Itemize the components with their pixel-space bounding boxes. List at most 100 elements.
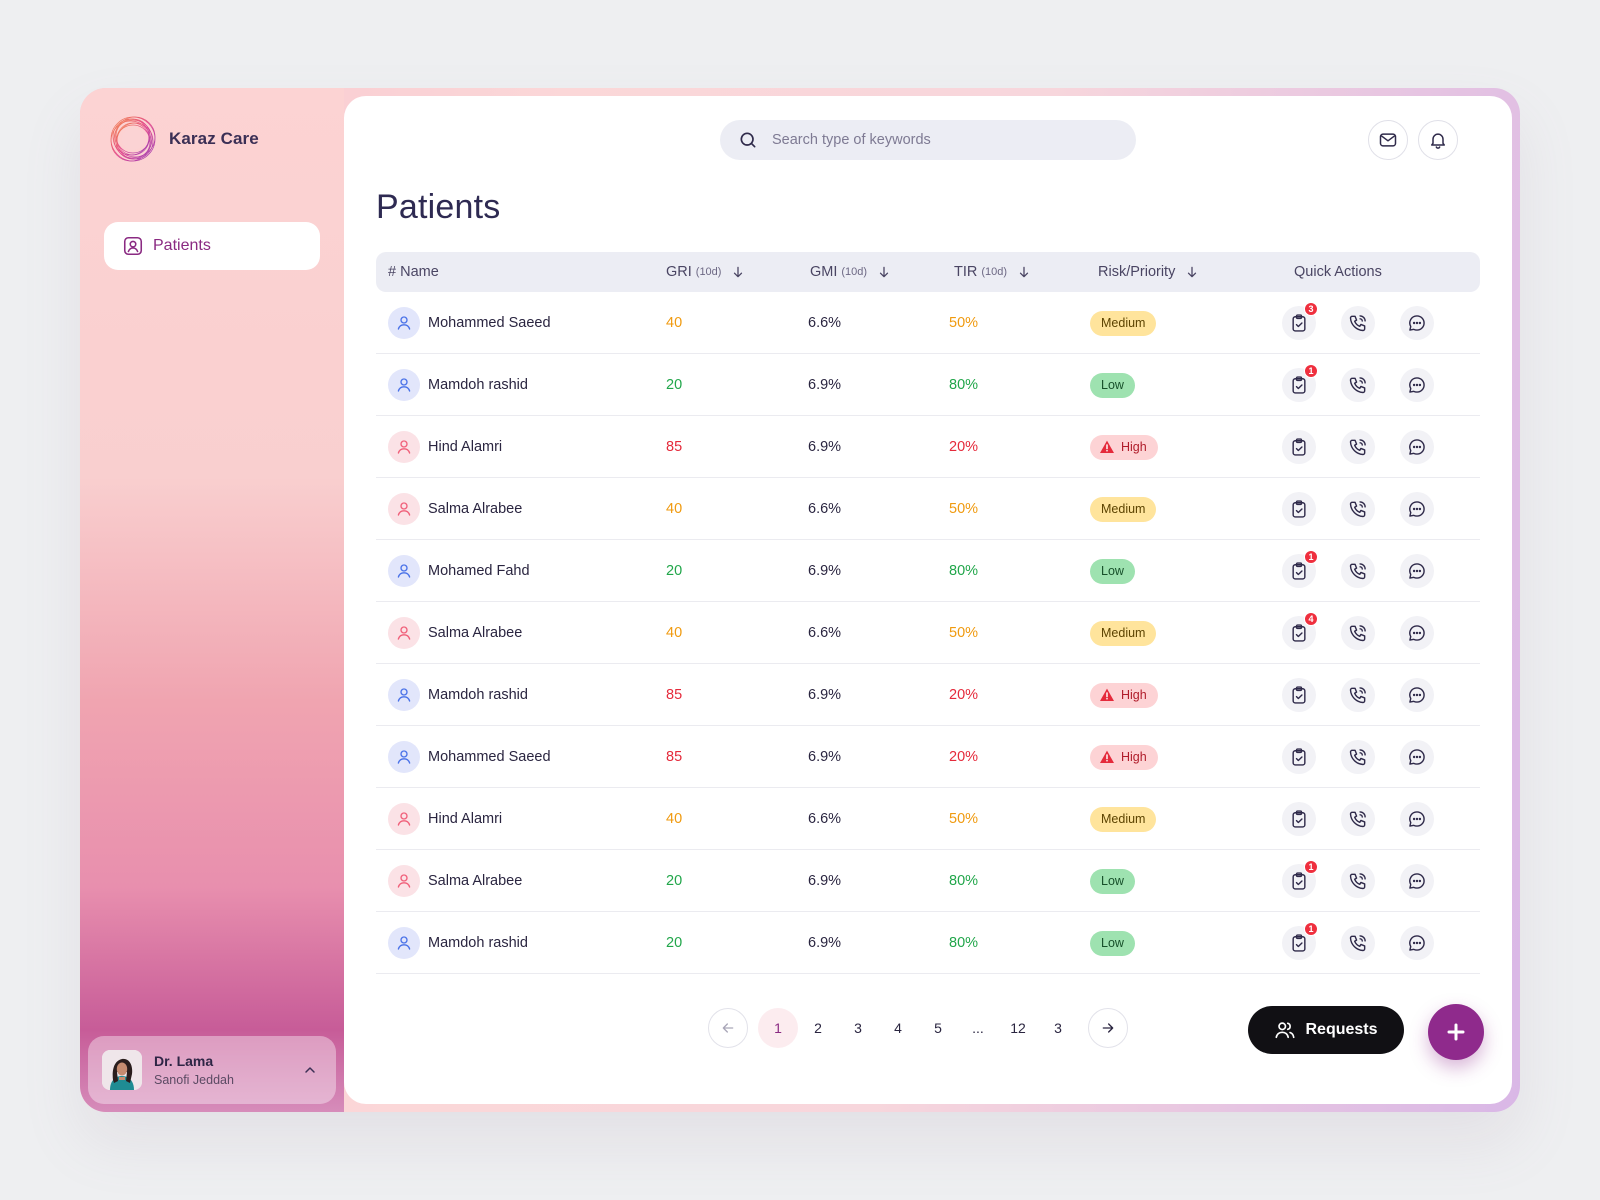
gri-value: 20 xyxy=(666,935,683,951)
patient-name-cell[interactable]: Mohamed Fahd xyxy=(388,540,530,602)
table-row[interactable]: Hind Alamri 85 6.9% 20% High xyxy=(376,416,1480,478)
column-header-name[interactable]: # Name xyxy=(388,264,439,280)
page-number-button[interactable]: 4 xyxy=(894,1020,902,1036)
call-button[interactable] xyxy=(1341,492,1375,526)
call-button[interactable] xyxy=(1341,616,1375,650)
requests-label: Requests xyxy=(1305,1021,1378,1038)
table-row[interactable]: Mohammed Saeed 85 6.9% 20% High xyxy=(376,726,1480,788)
patient-name-cell[interactable]: Hind Alamri xyxy=(388,416,502,478)
call-button[interactable] xyxy=(1341,368,1375,402)
tasks-button[interactable]: 1 xyxy=(1282,922,1318,960)
tasks-button[interactable]: 3 xyxy=(1282,302,1318,340)
next-page-button[interactable] xyxy=(1088,1008,1128,1048)
patient-name-cell[interactable]: Salma Alrabee xyxy=(388,602,522,664)
user-profile-card[interactable]: Dr. Lama Sanofi Jeddah xyxy=(88,1036,336,1104)
risk-badge: Low xyxy=(1090,930,1135,956)
message-button[interactable] xyxy=(1400,368,1434,402)
call-button[interactable] xyxy=(1341,926,1375,960)
tasks-button[interactable]: 1 xyxy=(1282,550,1318,588)
call-button[interactable] xyxy=(1341,802,1375,836)
table-row[interactable]: Salma Alrabee 40 6.6% 50% Medium xyxy=(376,478,1480,540)
page-number-button[interactable]: 12 xyxy=(1010,1020,1026,1036)
column-header-risk[interactable]: Risk/Priority xyxy=(1098,252,1199,292)
message-button[interactable] xyxy=(1400,926,1434,960)
clipboard-icon xyxy=(1289,747,1309,767)
call-button[interactable] xyxy=(1341,864,1375,898)
table-row[interactable]: Hind Alamri 40 6.6% 50% Medium xyxy=(376,788,1480,850)
notification-badge: 1 xyxy=(1304,860,1318,874)
sidebar-item-patients[interactable]: Patients xyxy=(104,222,320,270)
call-button[interactable] xyxy=(1341,740,1375,774)
gri-value: 40 xyxy=(666,811,683,827)
patient-name-cell[interactable]: Mamdoh rashid xyxy=(388,354,528,416)
table-row[interactable]: Mohammed Saeed 40 6.6% 50% Medium 3 xyxy=(376,292,1480,354)
message-button[interactable] xyxy=(1400,492,1434,526)
notifications-button[interactable] xyxy=(1418,120,1458,160)
patient-name-cell[interactable]: Salma Alrabee xyxy=(388,478,522,540)
message-button[interactable] xyxy=(1400,740,1434,774)
call-button[interactable] xyxy=(1341,678,1375,712)
page-number-button[interactable]: 1 xyxy=(758,1008,798,1048)
gri-value: 40 xyxy=(666,501,683,517)
column-header-gmi[interactable]: GMI (10d) xyxy=(810,252,891,292)
brand[interactable]: Karaz Care xyxy=(108,114,259,164)
call-button[interactable] xyxy=(1341,554,1375,588)
user-icon xyxy=(388,679,420,711)
risk-badge: Medium xyxy=(1090,310,1157,336)
page-number-button[interactable]: 3 xyxy=(1054,1020,1062,1036)
user-icon xyxy=(388,493,420,525)
tasks-button[interactable] xyxy=(1282,740,1316,774)
tasks-button[interactable]: 4 xyxy=(1282,612,1318,650)
user-icon xyxy=(388,865,420,897)
message-button[interactable] xyxy=(1400,864,1434,898)
gmi-value: 6.9% xyxy=(808,439,842,455)
tasks-button[interactable] xyxy=(1282,802,1316,836)
tasks-button[interactable] xyxy=(1282,492,1316,526)
requests-button[interactable]: Requests xyxy=(1248,1006,1404,1054)
add-button[interactable] xyxy=(1428,1004,1484,1060)
message-button[interactable] xyxy=(1400,306,1434,340)
patient-name-cell[interactable]: Mamdoh rashid xyxy=(388,912,528,974)
tasks-button[interactable] xyxy=(1282,678,1316,712)
call-button[interactable] xyxy=(1341,430,1375,464)
user-icon xyxy=(388,431,420,463)
patient-name: Hind Alamri xyxy=(428,439,503,455)
risk-badge: Low xyxy=(1090,868,1135,894)
patient-name-cell[interactable]: Mamdoh rashid xyxy=(388,664,528,726)
message-button[interactable] xyxy=(1400,430,1434,464)
table-row[interactable]: Mamdoh rashid 20 6.9% 80% Low 1 xyxy=(376,912,1480,974)
call-button[interactable] xyxy=(1341,306,1375,340)
tasks-button[interactable] xyxy=(1282,430,1316,464)
brand-name: Karaz Care xyxy=(169,129,259,148)
risk-badge: High xyxy=(1090,434,1158,460)
patient-name-cell[interactable]: Mohammed Saeed xyxy=(388,292,551,354)
tir-value: 80% xyxy=(949,873,979,889)
prev-page-button[interactable] xyxy=(708,1008,748,1048)
table-row[interactable]: Salma Alrabee 40 6.6% 50% Medium 4 xyxy=(376,602,1480,664)
table-row[interactable]: Salma Alrabee 20 6.9% 80% Low 1 xyxy=(376,850,1480,912)
page-number-button[interactable]: 5 xyxy=(934,1020,942,1036)
message-button[interactable] xyxy=(1400,616,1434,650)
column-header-tir[interactable]: TIR (10d) xyxy=(954,252,1031,292)
chevron-up-icon[interactable] xyxy=(302,1062,318,1078)
page-number-button[interactable]: 2 xyxy=(814,1020,822,1036)
user-name: Dr. Lama xyxy=(154,1053,214,1069)
table-row[interactable]: Mohamed Fahd 20 6.9% 80% Low 1 xyxy=(376,540,1480,602)
tasks-button[interactable]: 1 xyxy=(1282,860,1318,898)
tasks-button[interactable]: 1 xyxy=(1282,364,1318,402)
message-button[interactable] xyxy=(1400,678,1434,712)
risk-badge: Low xyxy=(1090,372,1135,398)
message-button[interactable] xyxy=(1400,554,1434,588)
column-header-gri[interactable]: GRI (10d) xyxy=(666,252,745,292)
message-button[interactable] xyxy=(1400,802,1434,836)
mail-button[interactable] xyxy=(1368,120,1408,160)
page-number-button[interactable]: 3 xyxy=(854,1020,862,1036)
clipboard-icon xyxy=(1289,561,1309,581)
search-bar[interactable] xyxy=(720,120,1136,160)
patient-name-cell[interactable]: Hind Alamri xyxy=(388,788,502,850)
table-row[interactable]: Mamdoh rashid 85 6.9% 20% High xyxy=(376,664,1480,726)
table-row[interactable]: Mamdoh rashid 20 6.9% 80% Low 1 xyxy=(376,354,1480,416)
patient-name-cell[interactable]: Salma Alrabee xyxy=(388,850,522,912)
search-input[interactable] xyxy=(772,132,1112,148)
patient-name-cell[interactable]: Mohammed Saeed xyxy=(388,726,551,788)
